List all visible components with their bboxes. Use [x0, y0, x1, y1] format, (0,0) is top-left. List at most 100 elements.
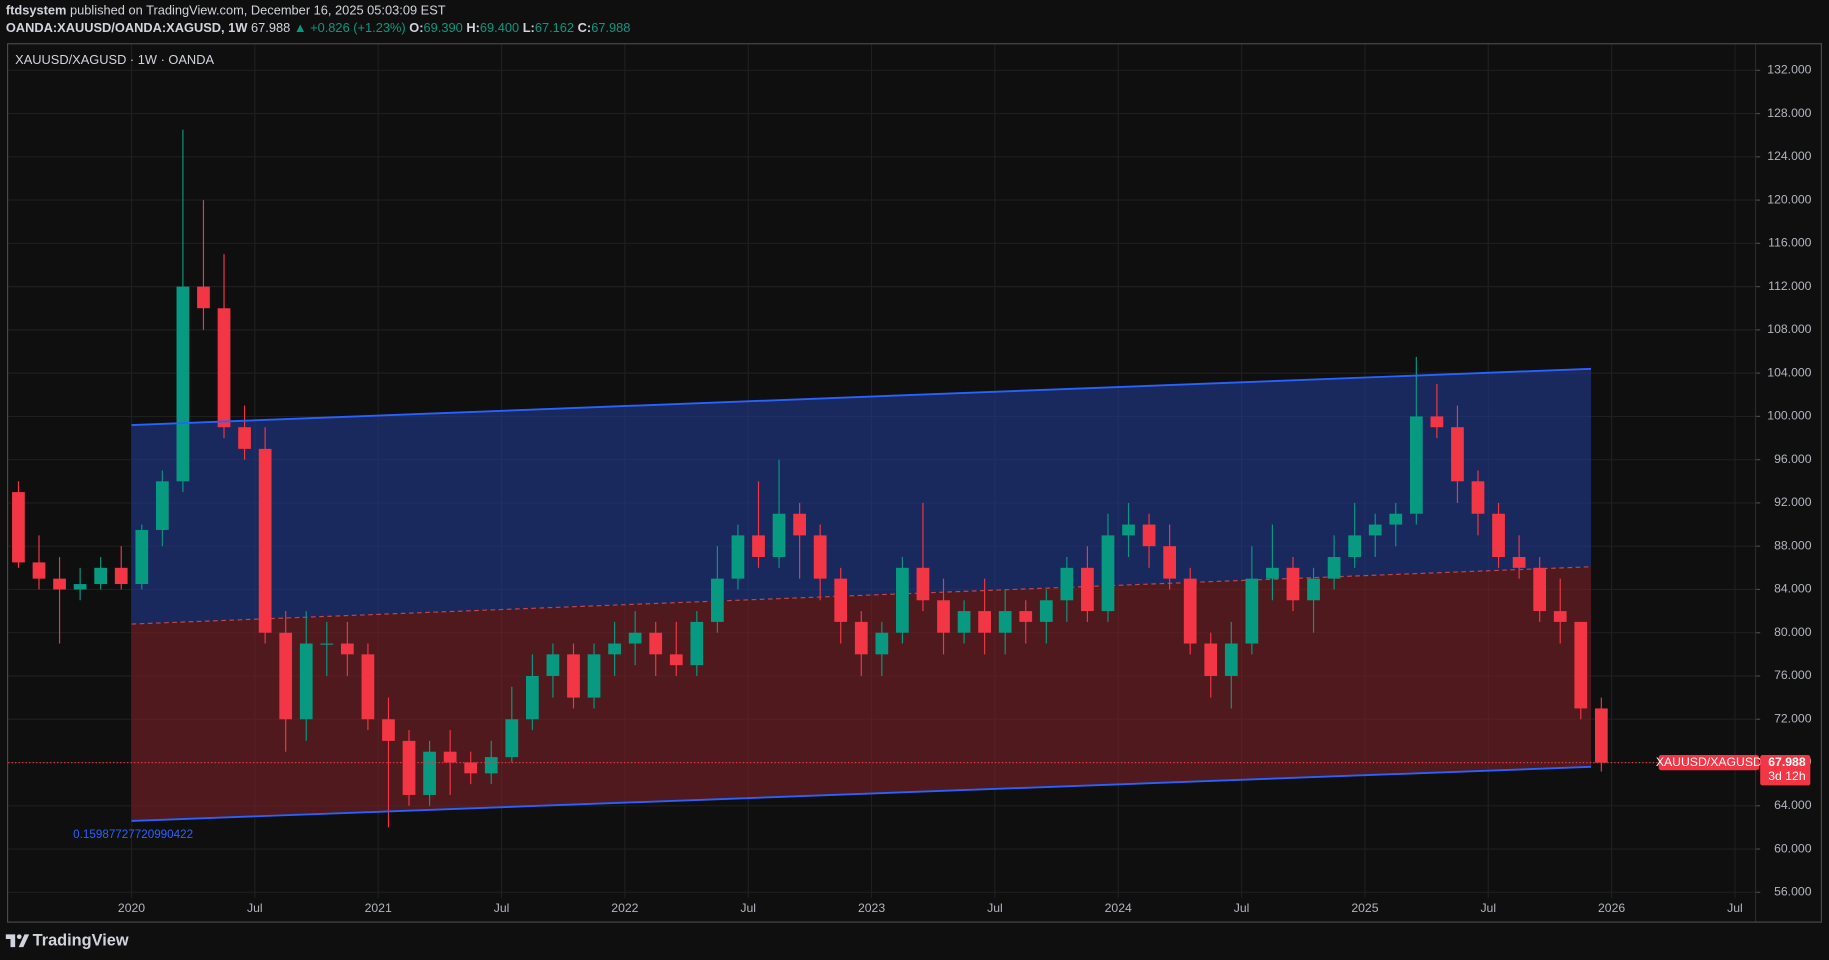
- y-tick-label: 64.000: [1774, 798, 1812, 812]
- change: ▲ +0.826 (+1.23%): [294, 21, 406, 36]
- y-tick-label: 128.000: [1767, 106, 1811, 120]
- candle-body: [361, 654, 375, 720]
- candle-body: [1368, 524, 1382, 536]
- candle-body: [1204, 643, 1218, 676]
- candle-body: [1594, 708, 1608, 763]
- x-tick-label: Jul: [494, 901, 510, 915]
- candle-body: [711, 578, 724, 622]
- candle-body: [834, 578, 848, 622]
- x-tick-label: Jul: [987, 901, 1003, 915]
- x-tick-label: 2026: [1598, 901, 1625, 915]
- candle-body: [957, 611, 971, 633]
- x-tick-label: Jul: [247, 901, 263, 915]
- ohlc-value: 67.162: [535, 21, 574, 36]
- logo-dot: [16, 934, 22, 939]
- candle-body: [505, 719, 519, 758]
- y-tick-label: 76.000: [1774, 668, 1812, 682]
- candle-body: [114, 567, 128, 585]
- header-line-1: ftdsystem published on TradingView.com, …: [6, 3, 446, 18]
- x-tick-label: 2025: [1351, 901, 1378, 915]
- candle-body: [1245, 578, 1259, 644]
- candle-body: [649, 632, 663, 655]
- candle-body: [402, 740, 416, 795]
- candle-body: [258, 448, 272, 633]
- candle-body: [1553, 611, 1567, 622]
- candle-body: [299, 643, 313, 720]
- channel-middle-line: [131, 566, 1592, 625]
- y-tick-label: 132.000: [1767, 63, 1811, 77]
- price-label-countdown: 3d 12h: [1768, 769, 1806, 783]
- candle-body: [1183, 578, 1197, 644]
- candle-body: [587, 654, 601, 698]
- candle-body: [1224, 643, 1238, 676]
- y-tick-label: 96.000: [1774, 452, 1812, 466]
- candle-body: [978, 611, 991, 633]
- chart-legend: XAUUSD/XAGUSD · 1W · OANDA: [15, 52, 214, 67]
- y-tick-label: 100.000: [1767, 409, 1811, 423]
- candle-body: [484, 757, 498, 774]
- x-tick-label: Jul: [1480, 901, 1496, 915]
- candle-body: [1307, 578, 1320, 601]
- x-tick-label: 2021: [365, 901, 392, 915]
- candle-body: [731, 535, 745, 579]
- candle-body: [443, 751, 457, 763]
- price-label-name-box: [1658, 755, 1760, 771]
- candle-body: [546, 654, 560, 676]
- candle-body: [382, 719, 395, 741]
- candle-body: [772, 513, 786, 558]
- price-label-value: 67.988: [1768, 755, 1806, 769]
- plot-layer: 0.15987727720990422: [8, 44, 1756, 899]
- candle-body: [1327, 557, 1341, 579]
- y-tick-label: 56.000: [1774, 885, 1812, 899]
- y-tick-label: 72.000: [1774, 711, 1812, 725]
- y-tick-label: 88.000: [1774, 538, 1812, 552]
- candle-body: [1492, 513, 1505, 558]
- logo-mark: [5, 934, 30, 948]
- candle-body: [340, 643, 354, 655]
- candle-body: [155, 481, 169, 530]
- ohlc-label: H:: [466, 21, 480, 36]
- candle-body: [1060, 567, 1074, 601]
- candle-body: [752, 535, 765, 558]
- y-tick-label: 92.000: [1774, 495, 1812, 509]
- channel-lower-line: [131, 765, 1592, 822]
- tradingview-logo: TradingView: [5, 932, 129, 950]
- candle-body: [279, 632, 293, 720]
- candle-body: [628, 632, 642, 644]
- y-tick-label: 104.000: [1767, 365, 1811, 379]
- x-tick-label: 2023: [858, 901, 885, 915]
- candle-body: [320, 643, 334, 645]
- candle-body: [1409, 416, 1423, 514]
- y-tick-label: 120.000: [1767, 192, 1811, 206]
- candle-body: [793, 513, 806, 536]
- published: published on TradingView.com, December 1…: [70, 3, 446, 18]
- candle-body: [135, 529, 149, 585]
- x-tick-label: Jul: [1234, 901, 1250, 915]
- candle-body: [998, 611, 1012, 633]
- x-tick-label: 2022: [611, 901, 638, 915]
- candle-body: [464, 762, 478, 774]
- candle-body: [217, 308, 231, 428]
- ohlc-value: 69.390: [424, 21, 463, 36]
- candle-body: [1163, 546, 1177, 579]
- candle-body: [1348, 535, 1362, 558]
- candle-body: [1101, 535, 1115, 612]
- candle-body: [1081, 567, 1094, 612]
- x-tick-label: Jul: [740, 901, 756, 915]
- x-tick-label: Jul: [1727, 901, 1743, 915]
- chart-frame: [6, 43, 1823, 923]
- candle-body: [854, 621, 868, 655]
- candle-body: [1389, 513, 1403, 525]
- ohlc-label: C:: [578, 21, 592, 36]
- candle-body: [916, 567, 930, 601]
- ohlc-value: 69.400: [480, 21, 519, 36]
- candle-body: [1142, 524, 1156, 547]
- candle-body: [1266, 567, 1279, 579]
- candle-body: [1471, 481, 1485, 514]
- candle-body: [875, 632, 889, 655]
- publisher: ftdsystem: [6, 3, 67, 18]
- candle-body: [567, 654, 580, 698]
- candle-body: [12, 492, 25, 563]
